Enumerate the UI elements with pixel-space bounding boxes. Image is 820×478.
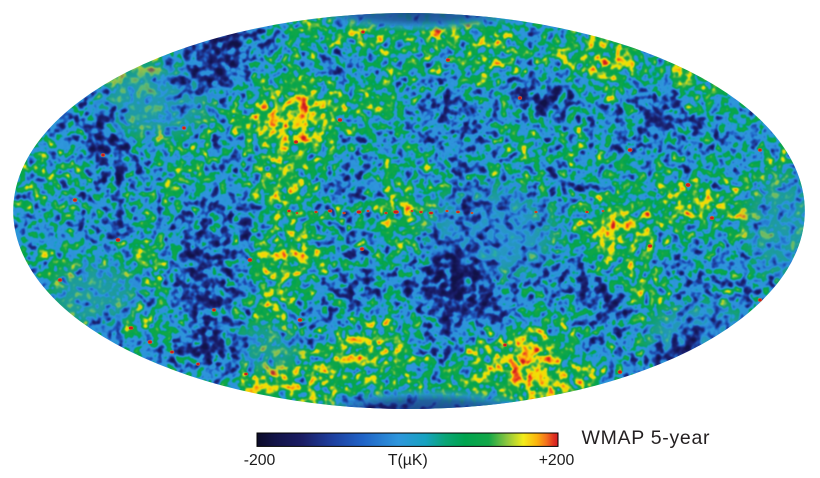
svg-text:-200: -200	[244, 452, 276, 469]
svg-text:+200: +200	[539, 452, 575, 469]
svg-text:T(µK): T(µK)	[388, 452, 428, 469]
svg-text:WMAP 5-year: WMAP 5-year	[582, 427, 711, 449]
